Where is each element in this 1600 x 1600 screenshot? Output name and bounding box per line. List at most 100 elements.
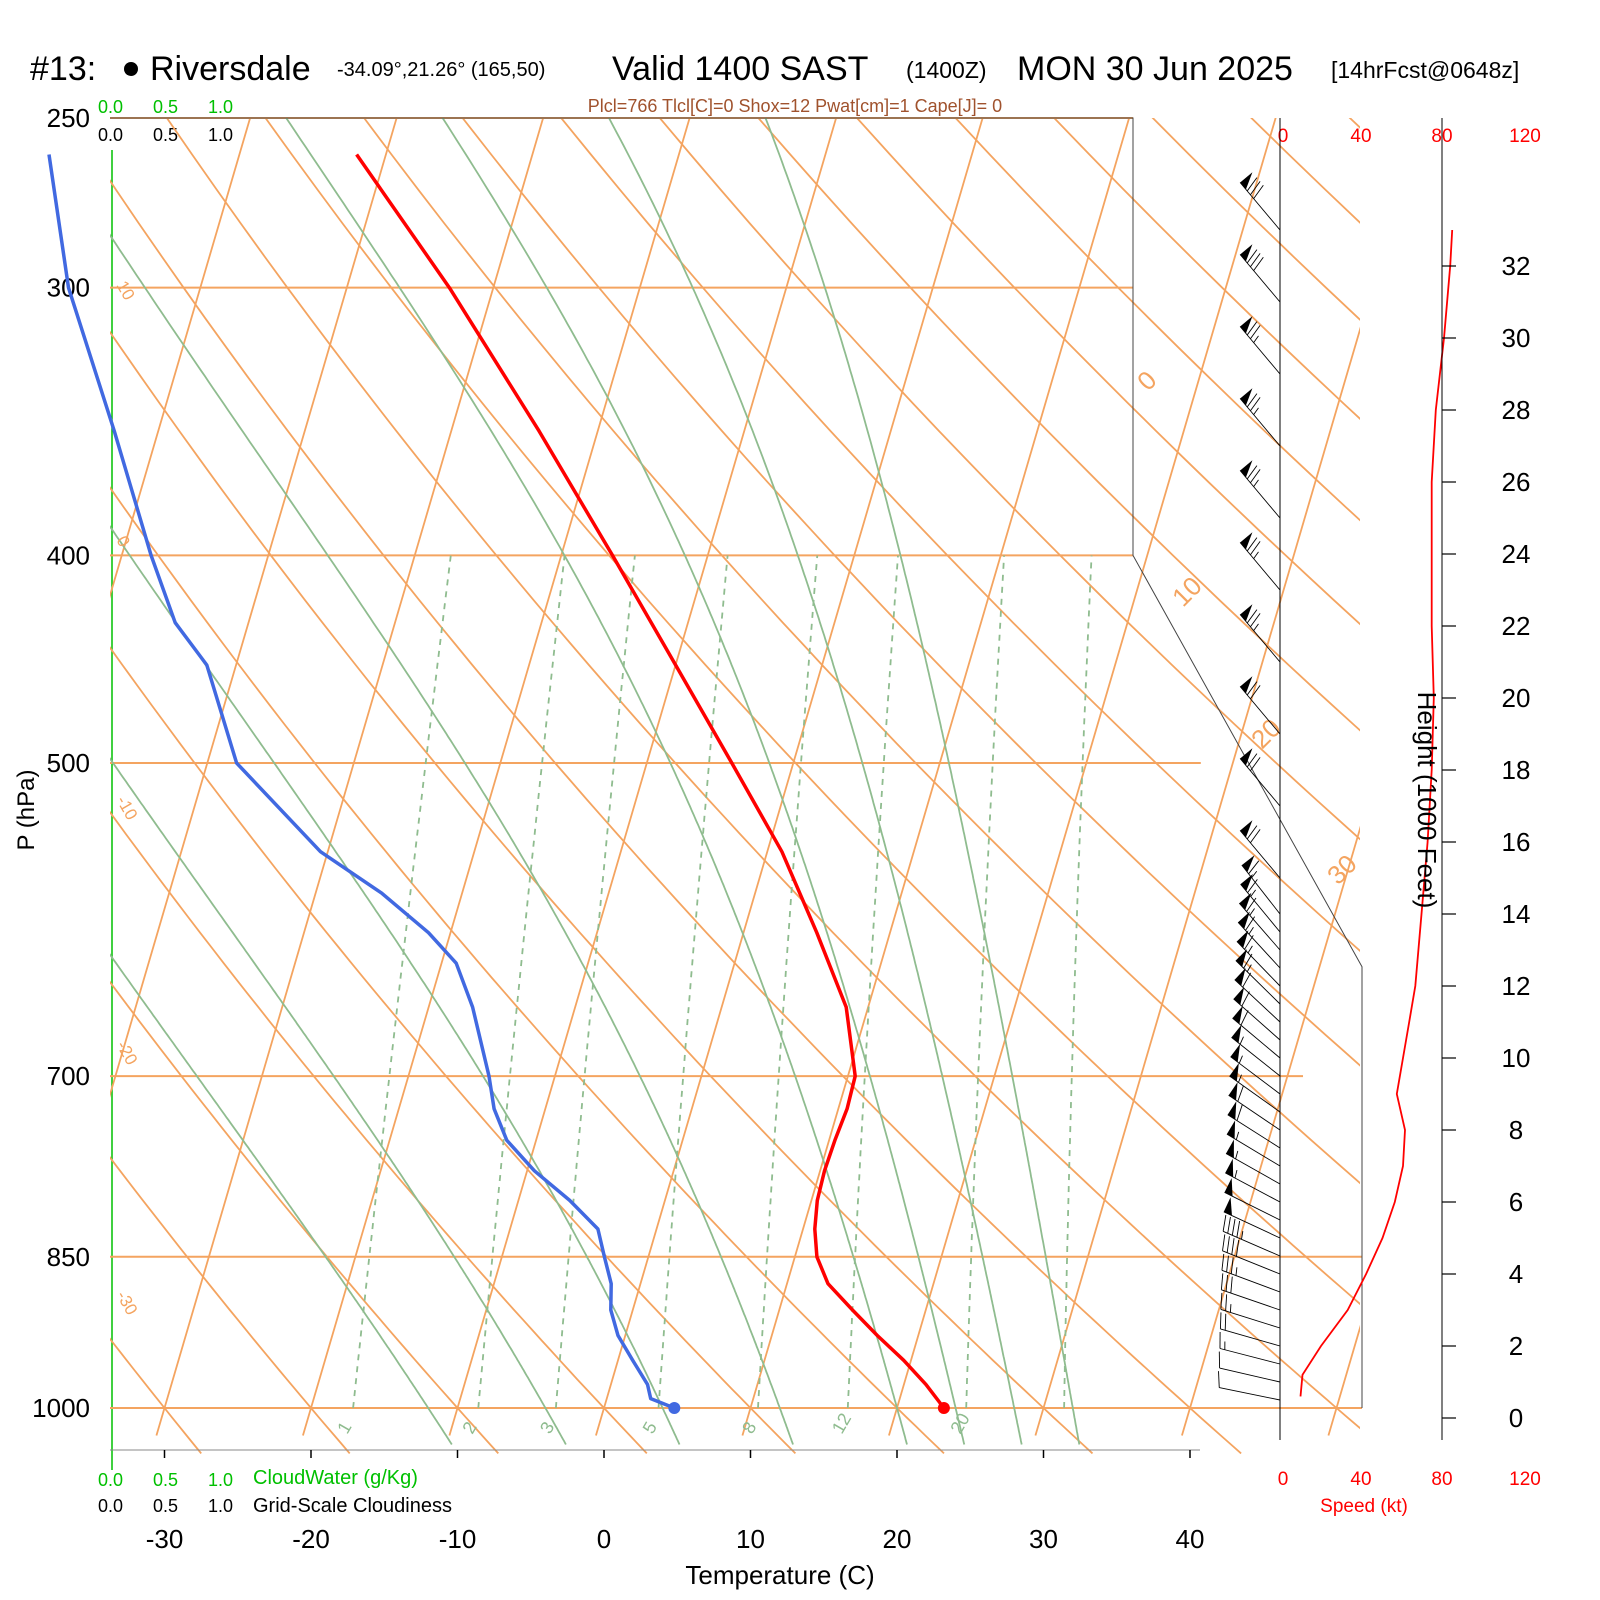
height-tick-label: 24 (1502, 539, 1531, 569)
wind-barb-pennant (1240, 820, 1253, 838)
dry-adiabat-line (757, 118, 1360, 732)
height-tick-label: 8 (1509, 1115, 1523, 1145)
dry-adiabat-line (165, 118, 1360, 1430)
wind-barb-pennant (1240, 316, 1253, 334)
wind-barb-half-feather (1251, 870, 1258, 879)
speed-tick-top: 40 (1350, 126, 1371, 147)
speed-tick-top: 0 (1278, 126, 1289, 147)
wind-barb-pennant (1238, 911, 1250, 929)
wind-barb-pennant (1231, 1024, 1242, 1044)
wind-barb-staff (1229, 1075, 1281, 1113)
wind-barb-feather (1242, 972, 1252, 988)
mixing-ratio-label: 12 (828, 1410, 855, 1437)
wind-barb-staff (1221, 1289, 1281, 1311)
wind-barb-feather (1230, 1276, 1233, 1294)
indices-line: Plcl=766 Tlcl[C]=0 Shox=12 Pwat[cm]=1 Ca… (588, 96, 1002, 116)
wind-barb-feather (1250, 757, 1261, 772)
wind-barb-staff (1219, 1348, 1281, 1365)
wind-barb-staff (1239, 254, 1281, 303)
wind-barb-half-feather (1238, 1074, 1242, 1083)
wind-barb-pennant (1236, 930, 1249, 948)
wind-barb-feather (1246, 681, 1258, 696)
wind-barb-staff (1226, 1133, 1281, 1167)
wind-barb-feather (1250, 613, 1261, 628)
dry-adiabat-line (110, 980, 499, 1455)
wind-barb-feather (1243, 953, 1253, 969)
moist-adiabat-line (110, 233, 794, 1445)
wind-barb-feather (1225, 1294, 1228, 1311)
dry-adiabat-line (264, 118, 1360, 1306)
station-name: Riversdale (150, 50, 311, 88)
dry-adiabat-line (954, 118, 1360, 522)
wind-barb-half-feather (1241, 1231, 1244, 1240)
wind-barb-feather (1230, 1257, 1234, 1274)
wind-barb-pennant (1229, 1062, 1239, 1082)
wind-speed-line (1299, 229, 1454, 1397)
wind-barb-staff (1221, 1269, 1281, 1293)
wind-barb-staff (1228, 1094, 1281, 1131)
x-tick-label: -20 (292, 1524, 330, 1554)
mixing-ratio-line (965, 555, 1005, 1409)
speed-axis-label: Speed (kt) (1320, 1496, 1408, 1517)
wind-barb-pennant (1232, 1005, 1243, 1024)
isotherm-label-right: 10 (1166, 571, 1208, 613)
wind-barb-feather (1253, 256, 1264, 271)
plot-boundary (110, 117, 1363, 1408)
cloudwater-tick: 0.5 (153, 1470, 178, 1490)
wind-barb-feather (1240, 1010, 1249, 1026)
moist-adiabat-line (441, 118, 966, 1445)
wind-barb-staff (1239, 470, 1281, 519)
surface-temperature-dot (937, 1402, 950, 1414)
speed-tick-top: 120 (1509, 126, 1541, 147)
dry-adiabat-line (110, 486, 945, 1455)
wind-barb-feather (1246, 753, 1258, 768)
height-axis: Height (1000 Feet) 024681012141618202224… (1412, 118, 1530, 1440)
cloud-scale-top: 0.0 0.5 1.0 0.0 0.5 1.0 (98, 97, 233, 145)
pressure-tick-label: 500 (47, 748, 90, 778)
speed-tick-bottom: 40 (1350, 1469, 1371, 1490)
wind-barb-staff (1224, 1191, 1281, 1221)
height-axis-label: Height (1000 Feet) (1412, 692, 1442, 909)
dry-adiabat-line (110, 1156, 351, 1454)
wind-barb-staff (1225, 1172, 1281, 1203)
wind-barb-pennant (1240, 604, 1253, 622)
wind-barb-pennant (1228, 1082, 1238, 1101)
chart-header: #13: Riversdale -34.09°,21.26° (165,50) … (30, 50, 1519, 116)
valid-label: Valid 1400 SAST (612, 50, 868, 88)
isotherm-line (110, 118, 252, 599)
wind-barb-feather (1227, 1216, 1231, 1234)
speed-tick-bottom: 0 (1278, 1469, 1289, 1490)
wind-barb-staff (1239, 758, 1281, 807)
wind-barb-pennant (1226, 1139, 1234, 1158)
wind-barb-feather (1237, 1085, 1244, 1102)
x-tick-label: -10 (439, 1524, 477, 1554)
mixing-ratio-label: 3 (536, 1418, 558, 1437)
wind-barb-feather (1231, 1238, 1235, 1255)
wind-barb-pennant (1241, 855, 1255, 873)
wind-barb-pennant (1225, 1158, 1234, 1178)
wind-barb-feather (1246, 249, 1258, 264)
dry-adiabat-lines (110, 118, 1360, 1455)
surface-dewpoint-dot (668, 1402, 681, 1414)
wind-barb-half-feather (1253, 335, 1259, 343)
moist-adiabat-line (110, 953, 453, 1445)
dry-adiabat-line (1250, 118, 1360, 224)
wind-barb-pennant (1233, 986, 1245, 1005)
height-tick-label: 0 (1509, 1403, 1523, 1433)
wind-barb-feather (1235, 1239, 1240, 1257)
zulu-time: (1400Z) (906, 57, 987, 83)
valid-date: MON 30 Jun 2025 (1017, 50, 1293, 88)
station-dot (124, 62, 138, 76)
wind-barb-half-feather (1248, 926, 1254, 935)
isotherm-line (1181, 825, 1360, 1436)
mixing-ratio-label: 8 (738, 1418, 760, 1437)
wind-barb-feather (1222, 1214, 1227, 1232)
wind-barb-pennant (1235, 949, 1247, 967)
speed-tick-bottom: 120 (1509, 1469, 1541, 1490)
cloudiness-tick: 0.5 (153, 1496, 178, 1516)
wind-barb-staff (1222, 1230, 1281, 1257)
height-tick-label: 10 (1502, 1043, 1531, 1073)
isotherm-line (1034, 326, 1360, 1436)
wind-barb-feather (1236, 1104, 1243, 1121)
